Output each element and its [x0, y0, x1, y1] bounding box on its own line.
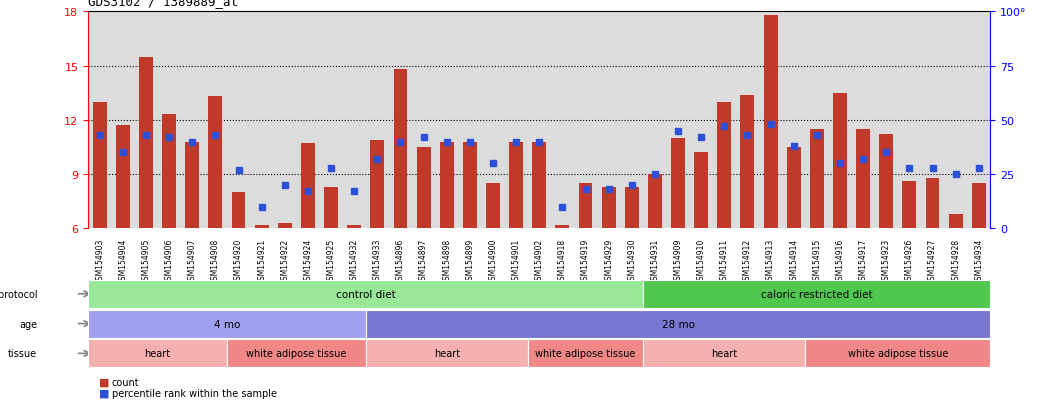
- Bar: [162, 115, 176, 229]
- Bar: [763, 16, 778, 229]
- Text: count: count: [112, 377, 140, 387]
- Text: heart: heart: [711, 349, 737, 358]
- Bar: [463, 142, 477, 229]
- Text: white adipose tissue: white adipose tissue: [246, 349, 346, 358]
- Bar: [393, 70, 408, 229]
- Bar: [509, 142, 523, 229]
- Text: ■: ■: [99, 377, 109, 387]
- Bar: [278, 223, 291, 229]
- Bar: [417, 148, 430, 229]
- Bar: [787, 148, 801, 229]
- Bar: [648, 175, 662, 229]
- Text: white adipose tissue: white adipose tissue: [535, 349, 636, 358]
- Text: heart: heart: [144, 349, 171, 358]
- Text: 4 mo: 4 mo: [214, 319, 241, 329]
- Text: tissue: tissue: [8, 349, 37, 358]
- Bar: [532, 142, 546, 229]
- Bar: [926, 178, 940, 229]
- Bar: [347, 225, 361, 229]
- Bar: [972, 184, 986, 229]
- Bar: [879, 135, 893, 229]
- Bar: [301, 144, 315, 229]
- Bar: [601, 188, 616, 229]
- Bar: [579, 184, 592, 229]
- Text: GDS3102 / 1389889_at: GDS3102 / 1389889_at: [88, 0, 239, 8]
- Text: heart: heart: [433, 349, 459, 358]
- Bar: [671, 139, 685, 229]
- Bar: [949, 214, 962, 229]
- Text: control diet: control diet: [336, 289, 396, 299]
- Bar: [556, 225, 569, 229]
- Bar: [116, 126, 130, 229]
- Text: percentile rank within the sample: percentile rank within the sample: [112, 388, 277, 398]
- Text: 28 mo: 28 mo: [662, 319, 695, 329]
- Text: caloric restricted diet: caloric restricted diet: [761, 289, 873, 299]
- Bar: [255, 225, 269, 229]
- Bar: [810, 130, 823, 229]
- Bar: [186, 142, 199, 229]
- Text: growth protocol: growth protocol: [0, 289, 37, 299]
- Bar: [902, 182, 917, 229]
- Text: ■: ■: [99, 388, 109, 398]
- Bar: [625, 188, 639, 229]
- Bar: [139, 57, 152, 229]
- Text: age: age: [20, 319, 37, 329]
- Bar: [440, 142, 453, 229]
- Text: white adipose tissue: white adipose tissue: [847, 349, 948, 358]
- Bar: [208, 97, 222, 229]
- Bar: [740, 95, 754, 229]
- Bar: [718, 102, 731, 229]
- Bar: [694, 153, 708, 229]
- Bar: [325, 188, 338, 229]
- Bar: [92, 102, 107, 229]
- Bar: [370, 140, 385, 229]
- Bar: [486, 184, 500, 229]
- Bar: [833, 94, 847, 229]
- Bar: [857, 130, 870, 229]
- Bar: [231, 193, 246, 229]
